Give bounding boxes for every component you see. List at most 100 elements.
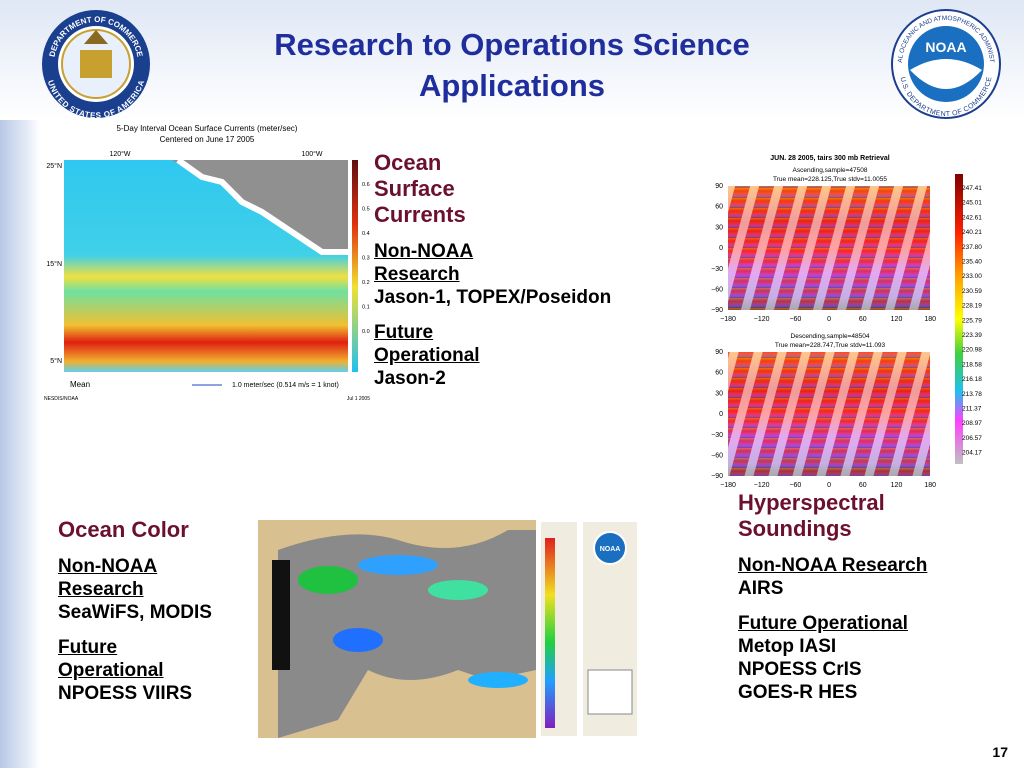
colorbar-label: 0.2 bbox=[362, 280, 370, 286]
group: Future Operational NPOESS VIIRS bbox=[58, 636, 258, 705]
y-tick-label: 0 bbox=[719, 411, 723, 418]
y-tick-label: −90 bbox=[711, 307, 723, 314]
section-title: Hyperspectral Soundings bbox=[738, 490, 885, 541]
colorbar-label: 237.80 bbox=[962, 244, 982, 251]
section-title: Ocean Color bbox=[58, 517, 189, 542]
date: Jul 1 2005 bbox=[347, 396, 370, 402]
y-tick-label: −90 bbox=[711, 473, 723, 480]
colorbar-label: 216.18 bbox=[962, 376, 982, 383]
lat-label: 15°N bbox=[46, 260, 62, 268]
item: Metop IASI bbox=[738, 636, 837, 657]
y-tick-label: 60 bbox=[715, 204, 723, 211]
credit: NESDIS/NOAA bbox=[44, 396, 79, 402]
item: SeaWiFS, MODIS bbox=[58, 602, 212, 623]
colorbar-label: 225.79 bbox=[962, 317, 982, 324]
x-tick-label: 60 bbox=[859, 482, 867, 489]
colorbar-label: 233.00 bbox=[962, 273, 982, 280]
colorbar-label: 0.5 bbox=[362, 207, 370, 213]
noaa-logo: NOAA NATIONAL OCEANIC AND ATMOSPHERIC AD… bbox=[890, 8, 1001, 119]
y-tick-label: 90 bbox=[715, 183, 723, 190]
scale-label: 1.0 meter/sec (0.514 m/s = 1 knot) bbox=[232, 382, 339, 389]
x-tick-label: −60 bbox=[789, 316, 801, 323]
colorbar-label: 0.1 bbox=[362, 305, 370, 311]
x-tick-label: −120 bbox=[754, 316, 770, 323]
group-heading: Future Operational bbox=[738, 613, 908, 634]
section-title: Ocean Surface Currents bbox=[374, 150, 466, 227]
colorbar-label: 208.97 bbox=[962, 420, 982, 427]
group: Future Operational Metop IASI NPOESS CrIS G… bbox=[738, 612, 998, 704]
colorbar-label: 211.37 bbox=[962, 406, 982, 413]
group: Non-NOAA Research AIRS bbox=[738, 554, 998, 600]
legend-label: Mean bbox=[70, 380, 90, 389]
y-tick-label: 0 bbox=[719, 245, 723, 252]
y-tick-label: −60 bbox=[711, 453, 723, 460]
colorbar-label: 223.39 bbox=[962, 332, 982, 339]
x-tick-label: 180 bbox=[924, 482, 936, 489]
colorbar-label: 230.59 bbox=[962, 288, 982, 295]
page-number: 17 bbox=[992, 744, 1008, 760]
panel-label: Descending,sample=48504 bbox=[791, 333, 870, 340]
group: Future Operational Jason-2 bbox=[374, 321, 664, 390]
figure-title: JUN. 28 2005, tairs 300 mb Retrieval bbox=[770, 155, 890, 162]
lat-label: 25°N bbox=[46, 162, 62, 170]
item: AIRS bbox=[738, 578, 784, 599]
x-tick-label: −180 bbox=[720, 316, 736, 323]
figure-title: 5-Day Interval Ocean Surface Currents (m… bbox=[117, 124, 298, 133]
colorbar-label: 213.78 bbox=[962, 391, 982, 398]
lon-label: 120°W bbox=[109, 150, 130, 158]
colorbar-label: 0.6 bbox=[362, 182, 370, 188]
colorbar-label: 220.98 bbox=[962, 347, 982, 354]
noaa-mini-logo: NOAA bbox=[600, 546, 621, 553]
lat-label: 5°N bbox=[50, 357, 62, 365]
group-heading: Future Operational bbox=[58, 637, 164, 681]
colorbar-label: 0.3 bbox=[362, 256, 370, 262]
currents-figure: 5-Day Interval Ocean Surface Currents (m… bbox=[42, 122, 372, 406]
y-tick-label: −60 bbox=[711, 287, 723, 294]
colorbar-label: 245.01 bbox=[962, 200, 982, 207]
section: Hyperspectral Soundings Non-NOAA Research… bbox=[738, 490, 998, 716]
colorbar-label: 228.19 bbox=[962, 303, 982, 310]
group-heading: Future Operational bbox=[374, 322, 480, 366]
y-tick-label: −30 bbox=[711, 266, 723, 273]
side-strip bbox=[0, 0, 40, 768]
group: Non-NOAA Research SeaWiFS, MODIS bbox=[58, 555, 258, 624]
section: Ocean Surface Currents Non-NOAA Research J… bbox=[374, 150, 664, 402]
item: GOES-R HES bbox=[738, 682, 858, 703]
item: NPOESS VIIRS bbox=[58, 683, 193, 704]
item: Jason-2 bbox=[374, 368, 446, 389]
colorbar-label: 204.17 bbox=[962, 450, 982, 457]
y-tick-label: −30 bbox=[711, 432, 723, 439]
y-tick-label: 60 bbox=[715, 370, 723, 377]
colorbar-label: 242.61 bbox=[962, 214, 982, 221]
x-tick-label: −120 bbox=[754, 482, 770, 489]
noaa-name: NOAA bbox=[925, 39, 966, 55]
top-band bbox=[0, 0, 1024, 120]
panel-label: Ascending,sample=47508 bbox=[793, 167, 868, 174]
x-tick-label: 60 bbox=[859, 316, 867, 323]
item: Jason-1, TOPEX/Poseidon bbox=[374, 287, 612, 308]
colorbar-label: 235.40 bbox=[962, 259, 982, 266]
colorbar-label: 206.57 bbox=[962, 435, 982, 442]
colorbar-label: 0.4 bbox=[362, 231, 370, 237]
group-heading: Non-NOAA Research bbox=[738, 555, 928, 576]
ocean-color-figure: NOAA bbox=[258, 520, 637, 738]
colorbar-label: 0.0 bbox=[362, 329, 370, 335]
item: NPOESS CrIS bbox=[738, 659, 862, 680]
group-heading: Non-NOAA Research bbox=[58, 556, 158, 600]
colorbar-label: 240.21 bbox=[962, 229, 982, 236]
colorbar-label: 247.41 bbox=[962, 185, 982, 192]
x-tick-label: 120 bbox=[891, 316, 903, 323]
soundings-figure: JUN. 28 2005, tairs 300 mb Retrieval Asce… bbox=[700, 138, 985, 492]
figure-subtitle: Centered on June 17 2005 bbox=[160, 135, 255, 144]
colorbar-label: 218.58 bbox=[962, 361, 982, 368]
y-tick-label: 30 bbox=[715, 390, 723, 397]
x-tick-label: −180 bbox=[720, 482, 736, 489]
y-tick-label: 30 bbox=[715, 224, 723, 231]
x-tick-label: 120 bbox=[891, 482, 903, 489]
panel-label: True mean=228.747,True stdv=11.093 bbox=[775, 342, 886, 349]
x-tick-label: 0 bbox=[827, 482, 831, 489]
section: Ocean Color Non-NOAA Research SeaWiFS, MOD… bbox=[58, 517, 258, 717]
lon-label: 100°W bbox=[301, 150, 322, 158]
x-tick-label: 180 bbox=[924, 316, 936, 323]
